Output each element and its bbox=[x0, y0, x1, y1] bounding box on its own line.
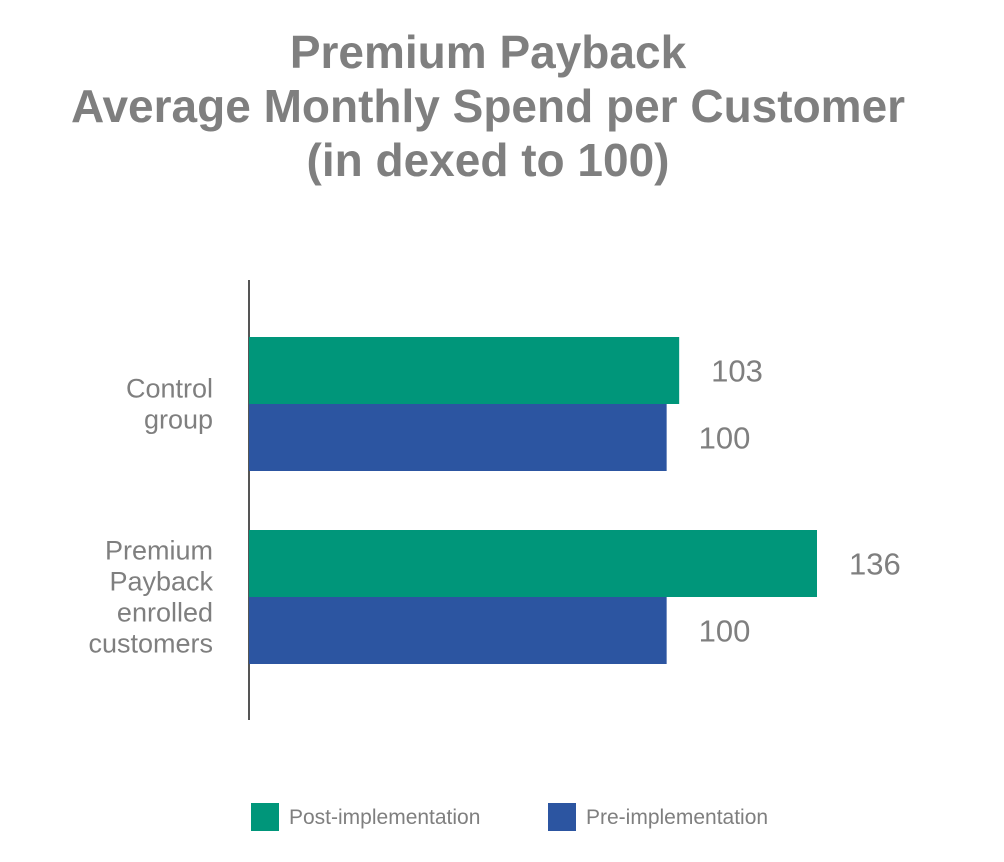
data-label: 100 bbox=[699, 614, 751, 649]
chart-title-line: Average Monthly Spend per Customer bbox=[71, 80, 905, 132]
bars bbox=[249, 337, 817, 664]
legend-label: Pre-implementation bbox=[586, 806, 768, 829]
bar bbox=[249, 404, 667, 471]
data-label: 103 bbox=[711, 354, 763, 389]
category-label: Payback bbox=[109, 567, 213, 597]
legend-swatch bbox=[548, 803, 576, 831]
category-label: customers bbox=[88, 629, 213, 659]
data-label: 136 bbox=[849, 547, 901, 582]
chart-title-line: (in dexed to 100) bbox=[307, 134, 670, 186]
category-label: group bbox=[144, 405, 213, 435]
chart-title-line: Premium Payback bbox=[290, 26, 687, 78]
category-label: Premium bbox=[105, 536, 213, 566]
bar bbox=[249, 337, 680, 404]
data-label: 100 bbox=[699, 421, 751, 456]
legend-label: Post-implementation bbox=[289, 806, 480, 829]
data-labels: 103 100 136 100 bbox=[699, 354, 901, 649]
legend-swatch bbox=[251, 803, 279, 831]
bar bbox=[249, 530, 817, 597]
chart-title: Premium Payback Average Monthly Spend pe… bbox=[71, 26, 905, 186]
category-label: Control bbox=[126, 374, 213, 404]
category-label: enrolled bbox=[117, 598, 213, 628]
legend: Post-implementation Pre-implementation bbox=[251, 803, 768, 831]
bar bbox=[249, 597, 667, 664]
